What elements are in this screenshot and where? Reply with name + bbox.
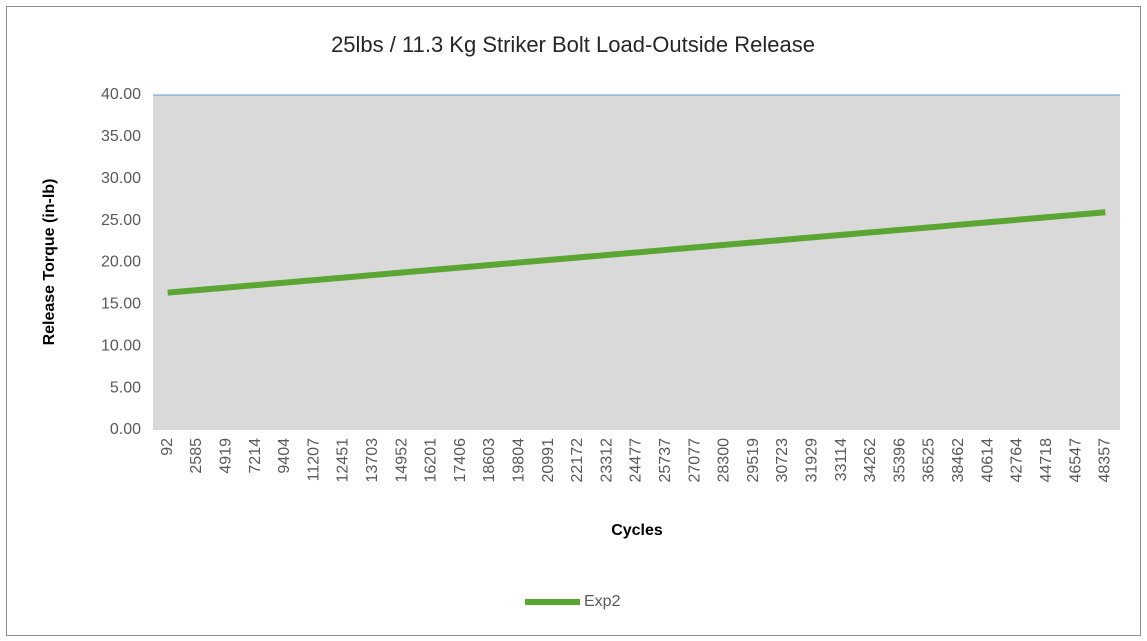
x-tick-label: 46547 bbox=[1067, 438, 1084, 483]
y-tick-label: 35.00 bbox=[101, 128, 141, 145]
x-tick-label: 9404 bbox=[276, 438, 293, 474]
y-tick-label: 30.00 bbox=[101, 170, 141, 187]
y-axis-title: Release Torque (in-lb) bbox=[41, 179, 58, 346]
x-tick-label: 33114 bbox=[833, 438, 850, 481]
chart-title: 25lbs / 11.3 Kg Striker Bolt Load-Outsid… bbox=[331, 32, 815, 57]
x-tick-label: 16201 bbox=[423, 438, 440, 483]
x-tick-label: 25737 bbox=[657, 438, 674, 483]
x-tick-label: 31929 bbox=[804, 438, 821, 483]
y-tick-label: 5.00 bbox=[110, 379, 141, 396]
x-tick-label: 12451 bbox=[335, 438, 352, 483]
x-tick-label: 18603 bbox=[481, 438, 498, 483]
y-tick-label: 25.00 bbox=[101, 212, 141, 229]
x-tick-label: 20991 bbox=[540, 438, 557, 483]
x-tick-label: 19804 bbox=[511, 438, 528, 483]
x-tick-label: 29519 bbox=[745, 438, 762, 483]
x-tick-label: 35396 bbox=[891, 438, 908, 483]
x-tick-label: 7214 bbox=[247, 438, 264, 474]
x-tick-label: 2585 bbox=[188, 438, 205, 474]
y-tick-label: 40.00 bbox=[101, 86, 141, 103]
y-tick-label: 20.00 bbox=[101, 254, 141, 271]
x-tick-label: 14952 bbox=[393, 438, 410, 483]
x-tick-label: 22172 bbox=[569, 438, 586, 483]
x-tick-label: 11207 bbox=[305, 438, 322, 481]
x-tick-label: 17406 bbox=[452, 438, 469, 483]
x-tick-label: 24477 bbox=[628, 438, 645, 483]
x-tick-label: 48357 bbox=[1097, 438, 1114, 483]
y-tick-label: 15.00 bbox=[101, 296, 141, 313]
x-tick-label: 42764 bbox=[1009, 438, 1026, 483]
x-tick-label: 4919 bbox=[217, 438, 234, 474]
plot-area bbox=[153, 95, 1120, 430]
x-tick-label: 28300 bbox=[716, 438, 733, 483]
y-tick-label: 0.00 bbox=[110, 421, 141, 438]
series-line bbox=[167, 209, 1106, 296]
x-tick-label: 23312 bbox=[598, 438, 615, 483]
x-tick-label: 36525 bbox=[921, 438, 938, 483]
x-tick-label: 40614 bbox=[979, 438, 996, 483]
y-tick-label: 10.00 bbox=[101, 337, 141, 354]
x-tick-label: 34262 bbox=[862, 438, 879, 483]
x-tick-label: 38462 bbox=[950, 438, 967, 483]
legend-label: Exp2 bbox=[584, 593, 621, 610]
x-tick-label: 27077 bbox=[686, 438, 703, 483]
x-tick-label: 13703 bbox=[364, 438, 381, 483]
x-axis-title: Cycles bbox=[611, 522, 663, 539]
x-tick-label: 30723 bbox=[774, 438, 791, 483]
x-tick-label: 92 bbox=[159, 438, 176, 456]
x-tick-label: 44718 bbox=[1038, 438, 1055, 483]
